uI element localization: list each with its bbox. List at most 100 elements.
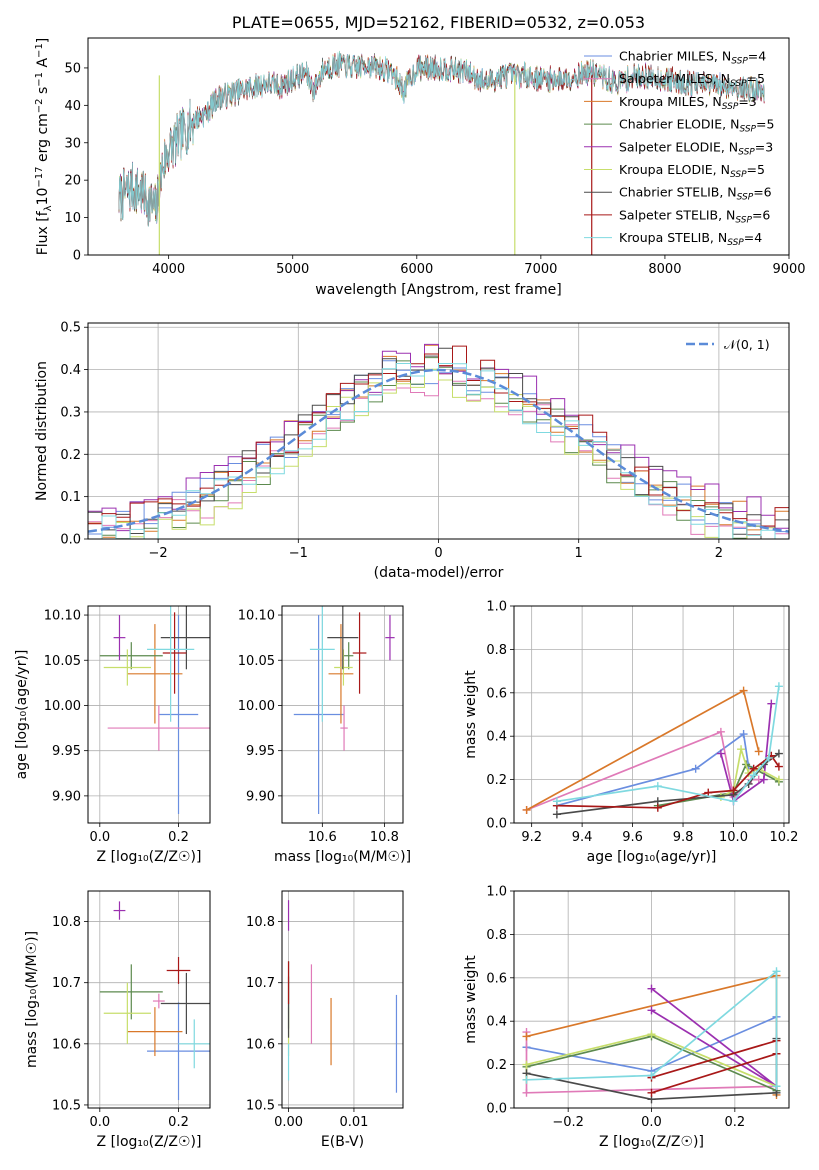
- age-vs-mass-xlabel: mass [log₁₀(M/M☉)]: [274, 849, 411, 865]
- weight-marker-salpeter-miles-1: [522, 1088, 531, 1097]
- mass-vs-z-ytick-label-3: 10.8: [52, 915, 81, 930]
- residuals-ytick-label-0: 0.0: [60, 533, 81, 548]
- mass-vs-ebv-xtick-label-0: 0.00: [274, 1115, 303, 1130]
- mass-vs-z-ticks: 0.0 0.2 10.5 10.6 10.7 10.8: [52, 915, 189, 1130]
- residuals-ytick-label-3: 0.3: [60, 405, 81, 420]
- age-vs-z-frame: [87, 605, 211, 824]
- weight-line-chabrier-stelib: [556, 752, 780, 816]
- age-vs-mass-axes: 10.6 10.8 9.90 9.95 10.00 10.05 10.10 mass [log…: [238, 605, 411, 865]
- residuals-xtick-label-2: 0: [434, 546, 442, 561]
- mass-vs-ebv-plot-area: [287, 900, 398, 1093]
- weight-vs-age-ticks: 9.2 9.4 9.6 9.8 10.0 10.2 0.0 0.2 0.4 0.6 0.8 1.0: [486, 600, 798, 846]
- mass-vs-z-ylabel: mass [log₁₀(M/M☉)]: [24, 931, 40, 1068]
- errorbar-kroupa-stelib: [178, 1019, 210, 1069]
- age-vs-mass-ytick-label-4: 10.10: [238, 609, 275, 624]
- spectrum-ytick-label-3: 30: [64, 136, 81, 151]
- weight-marker-kroupa-miles-1: [739, 686, 748, 695]
- weight-vs-age-axes: 9.2 9.4 9.6 9.8 10.0 10.2 0.0 0.2 0.4 0.6 0.8 1.0 ag…: [463, 600, 798, 866]
- age-vs-z-xtick-label-0: 0.0: [89, 830, 110, 845]
- legend-label-salpeter-elodie: Salpeter ELODIE, NSSP=3: [619, 139, 773, 157]
- residuals-ytick-label-4: 0.4: [60, 363, 81, 378]
- residuals-xtick-label-1: −1: [289, 546, 308, 561]
- weight-marker-kroupa-elodie-2: [737, 745, 746, 754]
- spectrum-axes: 4000 5000 6000 7000 8000 9000 0 10 20 30 40 50 PLATE…: [34, 13, 806, 298]
- mass-vs-ebv-ytick-label-3: 10.8: [246, 915, 275, 930]
- weight-vs-age-ytick-label-3: 0.6: [486, 686, 507, 701]
- age-vs-mass-xtick-label-0: 10.6: [308, 830, 337, 845]
- weight-line-chabrier-miles: [556, 732, 750, 807]
- weight-vs-z-plot-area: [522, 967, 781, 1104]
- weight-marker-salpeter-elodie-2: [759, 775, 768, 784]
- mass-vs-ebv-axes: 0.00 0.01 10.5 10.6 10.7 10.8 E(B-V): [246, 890, 404, 1150]
- mass-vs-z-axes: 0.0 0.2 10.5 10.6 10.7 10.8 Z [log₁₀(Z/Z☉)] mas…: [24, 890, 211, 1150]
- spectrum-xtick-label-5: 9000: [772, 262, 805, 277]
- weight-line-salpeter-elodie: [720, 703, 773, 803]
- weight-vs-z-ylabel: mass weight: [463, 955, 479, 1044]
- spectrum-xtick-label-0: 4000: [152, 262, 185, 277]
- errorbar-chabrier-miles: [147, 1002, 210, 1101]
- residuals-xlabel: (data-model)/error: [374, 565, 504, 581]
- residuals-plot-area: [88, 343, 789, 539]
- errorbar-kroupa-stelib: [147, 606, 195, 722]
- errorbar-chabrier-elodie: [99, 642, 163, 670]
- errorbar-salpeter-stelib: [352, 612, 367, 694]
- weight-vs-age-xtick-label-5: 10.2: [769, 830, 798, 845]
- legend-label-kroupa-miles: Kroupa MILES, NSSP=3: [619, 94, 757, 112]
- weight-marker-salpeter-elodie-2: [647, 1006, 656, 1015]
- weight-marker-kroupa-stelib-1: [653, 782, 662, 791]
- errorbar-chabrier-stelib: [160, 972, 210, 1035]
- weight-marker-kroupa-miles-0: [522, 805, 531, 814]
- age-vs-mass-ticks: 10.6 10.8 9.90 9.95 10.00 10.05 10.10: [238, 609, 399, 845]
- weight-marker-kroupa-stelib-5: [774, 682, 783, 691]
- weight-marker-chabrier-miles-2: [739, 730, 748, 739]
- weight-vs-age-xtick-label-3: 9.8: [673, 830, 694, 845]
- errorbar-salpeter-miles: [152, 993, 165, 1009]
- age-vs-z-grid: [88, 606, 210, 823]
- errorbar-salpeter-elodie: [385, 615, 395, 661]
- residuals-axes: −2 −1 0 1 2 0.0 0.1 0.2 0.3 0.4 0.5 𝒩(0, 1) (data-mo…: [34, 321, 790, 581]
- spectrum-ticks: 4000 5000 6000 7000 8000 9000 0 10 20 30 40 50: [64, 61, 805, 277]
- weight-line-kroupa-elodie: [720, 748, 780, 798]
- legend-label-chabrier-miles: Chabrier MILES, NSSP=4: [619, 49, 766, 67]
- age-vs-mass-frame: [281, 605, 404, 824]
- age-vs-mass-ytick-label-3: 10.05: [238, 654, 275, 669]
- spectrum-ytick-label-0: 0: [73, 249, 81, 264]
- weight-marker-salpeter-elodie-0: [647, 984, 656, 993]
- mass-vs-ebv-ytick-label-2: 10.7: [246, 976, 275, 991]
- age-vs-z-ytick-label-4: 10.10: [44, 609, 81, 624]
- weight-vs-age-ytick-label-1: 0.2: [486, 773, 507, 788]
- errorbar-kroupa-elodie: [103, 982, 151, 1044]
- weight-marker-salpeter-stelib-1: [653, 803, 662, 812]
- normal-curve: [88, 368, 789, 533]
- errorbar-kroupa-miles: [328, 624, 354, 724]
- residuals-xtick-label-4: 2: [715, 546, 723, 561]
- mass-vs-z-xtick-label-0: 0.0: [89, 1115, 110, 1130]
- errorbar-chabrier-elodie: [344, 642, 354, 670]
- age-vs-mass-plot-area: [293, 606, 395, 814]
- weight-vs-z-ytick-label-2: 0.4: [486, 1015, 507, 1030]
- legend-label-chabrier-elodie: Chabrier ELODIE, NSSP=5: [619, 117, 774, 135]
- weight-vs-z-xlabel: Z [log₁₀(Z/Z☉)]: [599, 1134, 704, 1150]
- weight-marker-chabrier-stelib-0: [552, 810, 561, 819]
- age-vs-z-ytick-label-0: 9.90: [52, 789, 81, 804]
- weight-line-kroupa-stelib: [526, 969, 778, 1087]
- weight-line-chabrier-elodie: [657, 763, 780, 807]
- weight-marker-kroupa-stelib-3: [749, 771, 758, 780]
- mass-vs-z-ytick-label-0: 10.5: [52, 1098, 81, 1113]
- errorbar-salpeter-elodie: [113, 901, 126, 920]
- weight-vs-age-plot-area: [522, 682, 783, 819]
- errorbar-kroupa-stelib: [309, 606, 335, 722]
- weight-vs-age-ytick-label-5: 1.0: [486, 600, 507, 615]
- errorbar-kroupa-miles: [127, 1007, 183, 1057]
- weight-marker-kroupa-stelib-0: [552, 797, 561, 806]
- age-vs-mass-ytick-label-1: 9.95: [246, 744, 275, 759]
- residuals-ytick-label-5: 0.5: [60, 321, 81, 336]
- spectrum-ylabel: Flux [fλ10−17 erg cm−2 s−1 A−1]: [34, 38, 54, 256]
- weight-marker-salpeter-elodie-3: [767, 699, 776, 708]
- errorbar-kroupa-elodie: [334, 649, 353, 686]
- mass-vs-ebv-grid: [282, 891, 403, 1108]
- spectrum-title: PLATE=0655, MJD=52162, FIBERID=0532, z=0…: [232, 13, 645, 32]
- mass-vs-z-grid: [88, 891, 210, 1108]
- errorbar-chabrier-miles: [293, 615, 344, 814]
- age-vs-mass-xtick-label-1: 10.8: [370, 830, 399, 845]
